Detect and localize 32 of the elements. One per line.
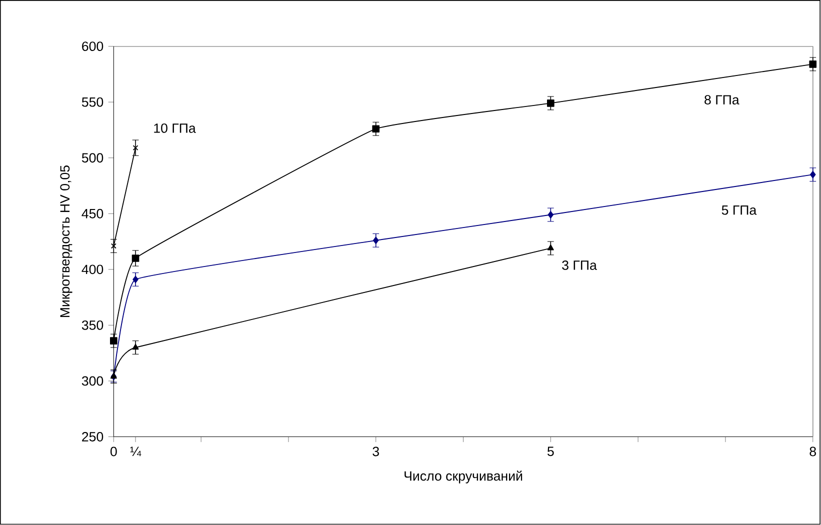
point (132, 145, 138, 151)
y-tick-label: 550 (82, 98, 104, 107)
y-tick-label: 450 (82, 209, 104, 218)
y-tick-label: 300 (82, 376, 104, 386)
point (132, 276, 138, 284)
point (132, 344, 139, 350)
point (809, 60, 817, 68)
point (546, 100, 554, 108)
point (110, 243, 116, 249)
y-tick-label: 400 (82, 264, 104, 274)
y-tick-label: 500 (82, 153, 104, 163)
y-tick-label: 600 (82, 42, 104, 52)
x-tick-label: 0 (110, 446, 117, 456)
point (810, 171, 816, 178)
y-axis-title: Микротвердость HV 0,05 (60, 166, 72, 318)
x-tick-label: 5 (548, 446, 554, 456)
y-tick-label: 350 (82, 320, 104, 330)
series-label: 3 ГПа (562, 260, 597, 270)
point (132, 254, 140, 262)
series-label: 5 ГПа (722, 206, 757, 215)
point (110, 337, 118, 345)
point (372, 125, 380, 133)
y-tick-label: 250 (82, 432, 104, 442)
series-label: 10 ГПа (154, 124, 196, 134)
x-tick-label: 3 (372, 446, 379, 456)
x-tick-label: 8 (810, 446, 816, 456)
point (548, 211, 554, 219)
x-axis-title: Число скручиваний (404, 470, 522, 484)
x-tick-label: ¼ (130, 446, 142, 456)
series-label: 8 ГПа (704, 95, 740, 105)
point (372, 236, 379, 244)
point (547, 244, 554, 250)
